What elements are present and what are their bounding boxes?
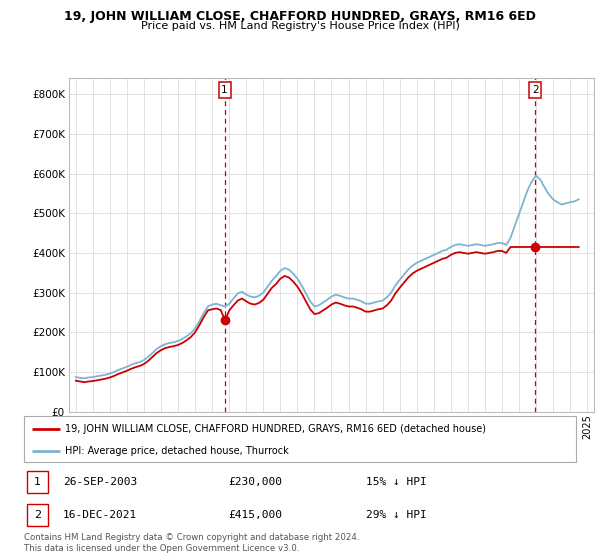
Text: 19, JOHN WILLIAM CLOSE, CHAFFORD HUNDRED, GRAYS, RM16 6ED: 19, JOHN WILLIAM CLOSE, CHAFFORD HUNDRED…	[64, 10, 536, 23]
FancyBboxPatch shape	[24, 416, 576, 462]
Text: 1: 1	[221, 85, 228, 95]
FancyBboxPatch shape	[27, 505, 48, 526]
Text: 26-SEP-2003: 26-SEP-2003	[62, 477, 137, 487]
Text: 2: 2	[34, 510, 41, 520]
Text: 19, JOHN WILLIAM CLOSE, CHAFFORD HUNDRED, GRAYS, RM16 6ED (detached house): 19, JOHN WILLIAM CLOSE, CHAFFORD HUNDRED…	[65, 424, 487, 434]
Text: 15% ↓ HPI: 15% ↓ HPI	[366, 477, 427, 487]
Text: 1: 1	[34, 477, 41, 487]
Text: £415,000: £415,000	[228, 510, 282, 520]
Text: HPI: Average price, detached house, Thurrock: HPI: Average price, detached house, Thur…	[65, 446, 289, 455]
Text: Contains HM Land Registry data © Crown copyright and database right 2024.
This d: Contains HM Land Registry data © Crown c…	[24, 533, 359, 553]
Text: 29% ↓ HPI: 29% ↓ HPI	[366, 510, 427, 520]
Text: 2: 2	[532, 85, 539, 95]
Text: 16-DEC-2021: 16-DEC-2021	[62, 510, 137, 520]
FancyBboxPatch shape	[27, 471, 48, 493]
Text: £230,000: £230,000	[228, 477, 282, 487]
Text: Price paid vs. HM Land Registry's House Price Index (HPI): Price paid vs. HM Land Registry's House …	[140, 21, 460, 31]
